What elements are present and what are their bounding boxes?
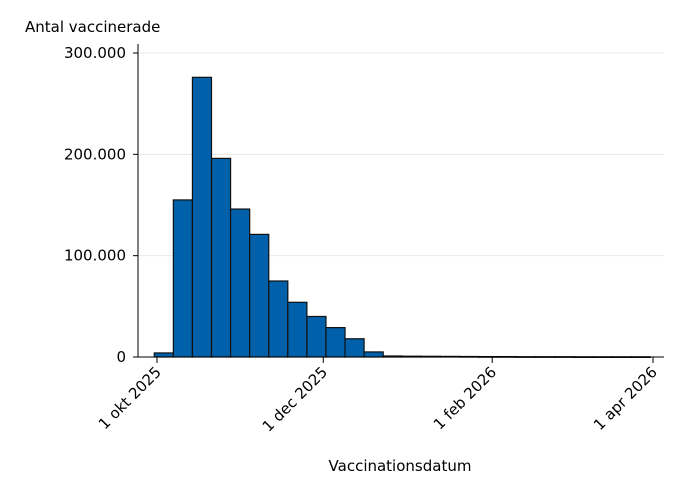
histogram-bar xyxy=(191,76,213,358)
x-tick-label: 1 okt 2025 xyxy=(95,363,165,433)
x-ticks: 1 okt 2025 1 dec 2025 1 feb 2026 1 apr 2026 xyxy=(95,357,661,435)
y-tick-label: 0 xyxy=(116,348,126,366)
histogram-bar xyxy=(287,301,308,358)
x-tick-label: 1 apr 2026 xyxy=(590,363,661,434)
histogram-bar xyxy=(306,315,327,358)
y-tick-label: 200.000 xyxy=(64,145,126,163)
histogram-bar xyxy=(344,338,365,358)
x-tick-label: 1 dec 2025 xyxy=(259,363,331,435)
x-tick-label: 1 feb 2026 xyxy=(430,363,500,433)
y-ticks: 0 100.000 200.000 300.000 xyxy=(64,44,138,366)
x-axis-title: Vaccinationsdatum xyxy=(329,457,472,475)
histogram-bar xyxy=(325,327,346,358)
histogram-bar xyxy=(153,352,174,358)
y-tick-label: 300.000 xyxy=(64,44,126,62)
histogram-bar xyxy=(210,157,232,358)
histogram-bar xyxy=(249,233,270,358)
bars xyxy=(153,76,651,358)
histogram-bar xyxy=(172,199,194,358)
y-axis-title: Antal vaccinerade xyxy=(25,18,160,36)
histogram-bar xyxy=(363,351,384,358)
histogram-bar xyxy=(268,280,289,358)
histogram-bar xyxy=(229,208,251,358)
axes xyxy=(137,44,664,358)
y-tick-label: 100.000 xyxy=(64,247,126,265)
